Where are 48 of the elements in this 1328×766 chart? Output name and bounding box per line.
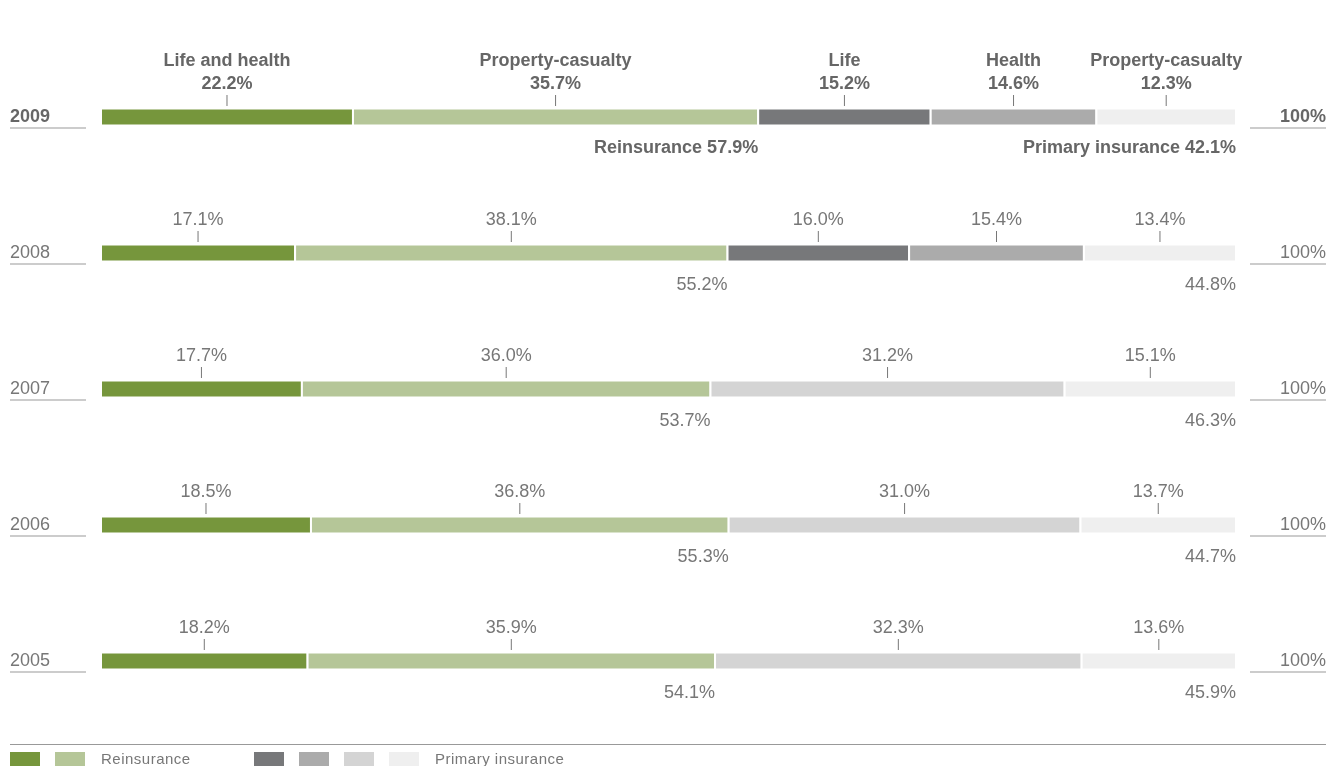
annotation: 55.3% xyxy=(677,546,729,566)
data-label: 22.2% xyxy=(201,73,253,93)
total-label: 100% xyxy=(1279,378,1326,398)
data-label: 12.3% xyxy=(1140,73,1192,93)
total-label: 100% xyxy=(1279,514,1326,534)
total-label: 100% xyxy=(1279,242,1326,262)
data-label: 36.8% xyxy=(494,481,546,501)
y-tick-label: 2007 xyxy=(10,378,51,398)
annotation: 44.8% xyxy=(1184,274,1236,294)
data-label: 35.7% xyxy=(530,73,582,93)
y-tick-label: 2008 xyxy=(10,242,51,262)
annotation: 54.1% xyxy=(663,682,716,702)
annotation: Reinsurance 57.9% xyxy=(594,137,759,157)
data-label: 16.0% xyxy=(792,209,844,229)
data-label: 31.0% xyxy=(879,481,931,501)
data-label: 35.9% xyxy=(485,617,537,637)
text: Property-casualty xyxy=(479,50,632,70)
y-tick-label: 2009 xyxy=(10,106,51,126)
data-label: 15.1% xyxy=(1124,345,1176,365)
data-label: 13.4% xyxy=(1134,209,1186,229)
annotation: 53.7% xyxy=(659,410,711,430)
text: Life and health xyxy=(163,50,291,70)
data-label: 18.2% xyxy=(178,617,230,637)
annotation: 55.2% xyxy=(676,274,728,294)
total-label: 100% xyxy=(1279,106,1326,126)
text: Reinsurance xyxy=(101,750,191,766)
data-label: 13.7% xyxy=(1132,481,1184,501)
text: Property-casualty xyxy=(1090,50,1243,70)
data-label: 14.6% xyxy=(988,73,1040,93)
y-tick-label: 2006 xyxy=(10,514,51,534)
data-label: 17.1% xyxy=(172,209,224,229)
data-label: 38.1% xyxy=(485,209,537,229)
annotation: 46.3% xyxy=(1184,410,1236,430)
data-label: 36.0% xyxy=(480,345,532,365)
total-label: 100% xyxy=(1279,650,1326,670)
data-label: 13.6% xyxy=(1133,617,1185,637)
data-label: 31.2% xyxy=(862,345,914,365)
data-label: 15.4% xyxy=(970,209,1023,229)
annotation: 44.7% xyxy=(1184,546,1236,566)
data-label: 17.7% xyxy=(175,345,227,365)
text: Health xyxy=(986,50,1042,70)
y-tick-label: 2005 xyxy=(10,650,51,670)
annotation: 45.9% xyxy=(1184,682,1236,702)
data-label: 18.5% xyxy=(180,481,232,501)
data-label: 15.2% xyxy=(818,73,870,93)
text: Life xyxy=(828,50,861,70)
annotation: Primary insurance 42.1% xyxy=(1022,137,1236,157)
data-label: 32.3% xyxy=(872,617,924,637)
